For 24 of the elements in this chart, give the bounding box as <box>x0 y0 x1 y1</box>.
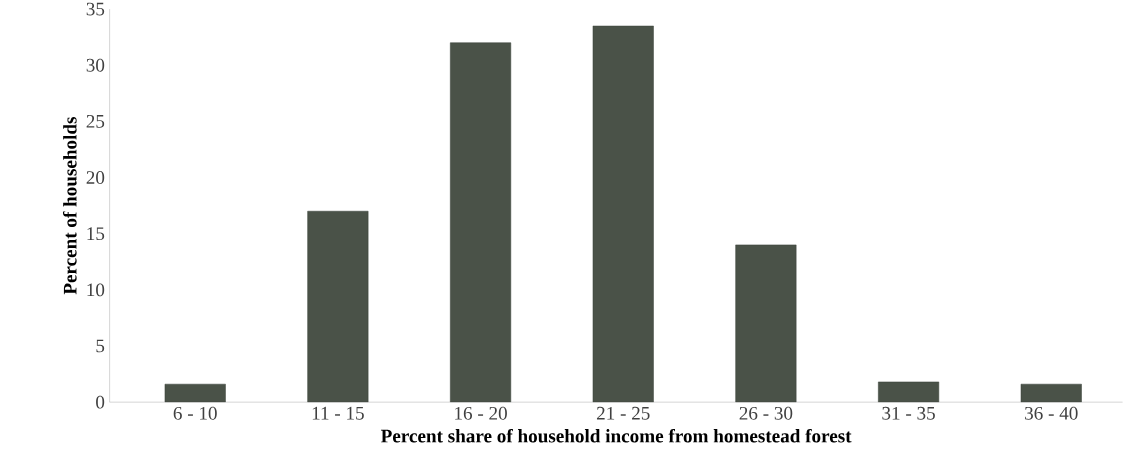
bar <box>878 381 940 403</box>
bar <box>307 210 369 403</box>
y-tick-label: 0 <box>96 395 105 409</box>
x-tick-label: 6 - 10 <box>173 406 217 420</box>
y-tick-label: 30 <box>86 58 105 72</box>
x-axis-title: Percent share of household income from homestead forest <box>380 428 852 443</box>
y-tick-label: 20 <box>86 171 105 184</box>
y-tick-label: 5 <box>96 339 105 353</box>
bar <box>164 383 226 403</box>
x-tick-label: 31 - 35 <box>882 406 935 420</box>
bar <box>1020 383 1082 403</box>
y-axis-title: Percent of households <box>62 117 77 295</box>
bar <box>592 25 654 403</box>
x-tick-label: 16 - 20 <box>455 406 507 420</box>
y-tick-label: 10 <box>87 283 105 297</box>
x-tick-label: 36 - 40 <box>1025 406 1078 420</box>
x-tick-label: 11 - 15 <box>312 406 364 420</box>
bar <box>450 42 512 403</box>
y-tick-label: 15 <box>87 227 105 241</box>
x-tick-label: 21 - 25 <box>596 406 650 420</box>
bar <box>735 244 797 403</box>
x-tick-label: 26 - 30 <box>739 406 793 420</box>
y-tick-label: 35 <box>86 2 105 16</box>
y-tick-label: 25 <box>86 114 105 128</box>
